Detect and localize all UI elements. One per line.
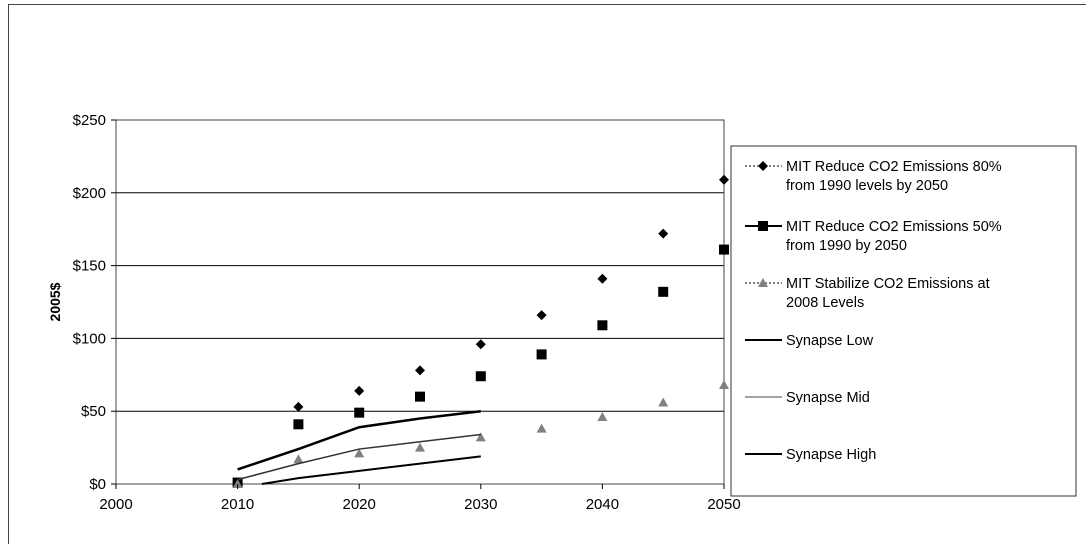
triangle-point [658,397,669,407]
legend-label-line2: from 1990 levels by 2050 [786,178,948,194]
y-tick-label: $250 [73,112,106,129]
legend-item: Synapse High [745,447,876,463]
legend-item: Synapse Low [745,333,874,349]
legend-label-line2: 2008 Levels [786,295,864,311]
series-3 [232,379,729,488]
x-tick-label: 2010 [221,496,254,513]
square-point [719,244,729,255]
square-point [475,371,486,382]
x-tick-label: 2000 [99,496,132,513]
diamond-point [597,273,608,284]
triangle-point [536,423,547,433]
series-line [261,455,481,485]
series-line [237,409,481,471]
axis-ticks: $0 $50 $100 $150 $200 $250 2000 2010 2020 2030 204… [73,112,741,513]
x-tick-label: 2050 [707,496,740,513]
triangle-point [719,379,729,389]
triangle-point [475,432,486,442]
diamond-point [658,228,669,239]
diamond-point [354,385,365,396]
y-tick-label: $0 [89,476,106,493]
legend-item: Synapse Mid [745,390,870,406]
gridlines [116,192,724,412]
triangle-point [232,479,243,488]
legend-item: MIT Stabilize CO2 Emissions at 2008 Level… [745,276,990,311]
triangle-point [597,412,608,422]
x-tick-label: 2040 [586,496,619,513]
legend-label-line1: MIT Reduce CO2 Emissions 80% [786,159,1002,175]
legend-diamond-icon [758,161,768,171]
diamond-point [719,174,729,185]
y-axis-label: 2005$ [47,282,63,321]
series-5 [237,433,481,481]
y-tick-label: $150 [73,258,106,275]
square-point [354,407,365,418]
chart-frame [8,4,1086,544]
legend-square-icon [758,221,768,231]
legend-item: MIT Reduce CO2 Emissions 80% from 1990 le… [745,159,1002,194]
diamond-point [293,401,304,412]
triangle-point [354,448,365,458]
square-point [536,349,547,360]
legend-label-line1: Synapse High [786,447,876,463]
legend-box [730,145,1077,497]
legend-label-line1: MIT Reduce CO2 Emissions 50% [786,219,1002,235]
x-tick-label: 2030 [464,496,497,513]
y-tick-label: $200 [73,185,106,202]
diamond-point [415,365,425,376]
series-4 [261,455,481,485]
legend-item: MIT Reduce CO2 Emissions 50% from 1990 by… [745,219,1002,254]
series-2 [232,244,729,488]
triangle-point [293,454,304,464]
series-6 [237,409,481,471]
square-point [415,391,425,402]
legend-label-line1: Synapse Mid [786,390,870,406]
legend: MIT Reduce CO2 Emissions 80% from 1990 le… [730,145,1077,497]
plot-area [115,119,725,485]
y-tick-label: $50 [81,403,106,420]
square-point [597,320,608,331]
triangle-point [415,442,425,452]
diamond-point [475,339,486,350]
series-layer [232,174,729,488]
square-point [293,419,304,430]
legend-label-line2: from 1990 by 2050 [786,238,907,254]
legend-items: MIT Reduce CO2 Emissions 80% from 1990 le… [745,159,1002,463]
diamond-point [536,310,547,321]
legend-triangle-icon [758,278,768,287]
legend-label-line1: MIT Stabilize CO2 Emissions at [786,276,990,292]
y-tick-label: $100 [73,330,106,347]
legend-label-line1: Synapse Low [786,333,874,349]
series-line [237,433,481,481]
square-point [658,286,669,297]
x-tick-label: 2020 [343,496,376,513]
